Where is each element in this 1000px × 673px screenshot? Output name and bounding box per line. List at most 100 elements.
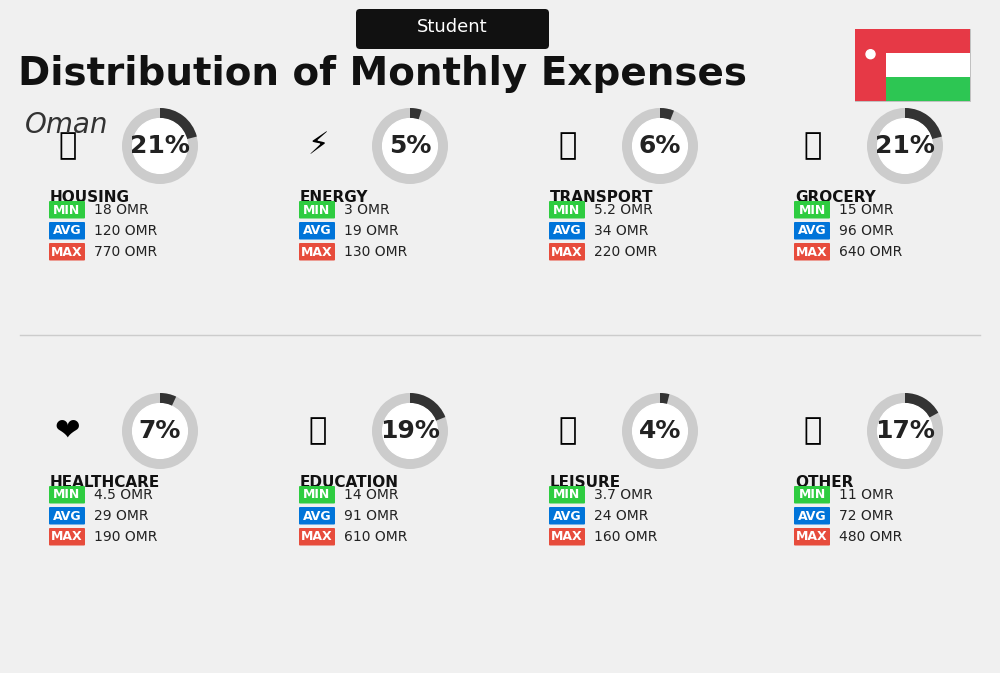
Text: 21%: 21% <box>130 134 190 158</box>
Text: MAX: MAX <box>301 246 333 258</box>
Wedge shape <box>410 108 422 120</box>
Wedge shape <box>160 108 197 139</box>
Text: MIN: MIN <box>553 203 581 217</box>
Text: AVG: AVG <box>553 509 581 522</box>
Text: ⚡: ⚡ <box>307 131 329 160</box>
Text: MAX: MAX <box>796 530 828 544</box>
Wedge shape <box>410 393 445 421</box>
Text: EDUCATION: EDUCATION <box>300 475 399 490</box>
Text: 🚌: 🚌 <box>559 131 577 160</box>
Text: MAX: MAX <box>301 530 333 544</box>
Text: 11 OMR: 11 OMR <box>839 488 894 502</box>
FancyBboxPatch shape <box>794 486 830 503</box>
Text: 480 OMR: 480 OMR <box>839 530 902 544</box>
Text: 4.5 OMR: 4.5 OMR <box>94 488 153 502</box>
Circle shape <box>133 404 187 458</box>
Bar <box>855 29 886 101</box>
Text: AVG: AVG <box>303 225 331 238</box>
Text: MAX: MAX <box>551 246 583 258</box>
Text: 5.2 OMR: 5.2 OMR <box>594 203 653 217</box>
FancyBboxPatch shape <box>49 507 85 524</box>
Circle shape <box>866 50 875 59</box>
Wedge shape <box>905 393 938 418</box>
Bar <box>855 77 970 101</box>
Circle shape <box>878 118 932 174</box>
FancyBboxPatch shape <box>356 9 549 49</box>
Wedge shape <box>160 393 176 406</box>
Text: AVG: AVG <box>798 225 826 238</box>
FancyBboxPatch shape <box>49 528 85 546</box>
Text: 🛒: 🛒 <box>804 131 822 160</box>
Text: 5%: 5% <box>389 134 431 158</box>
Text: 190 OMR: 190 OMR <box>94 530 157 544</box>
Wedge shape <box>122 108 198 184</box>
Circle shape <box>133 118 187 174</box>
Text: 15 OMR: 15 OMR <box>839 203 894 217</box>
FancyBboxPatch shape <box>299 507 335 524</box>
FancyBboxPatch shape <box>49 243 85 260</box>
Text: MIN: MIN <box>53 489 81 501</box>
Circle shape <box>383 118 437 174</box>
Wedge shape <box>867 108 943 184</box>
Text: MIN: MIN <box>553 489 581 501</box>
Circle shape <box>383 404 437 458</box>
Text: 18 OMR: 18 OMR <box>94 203 149 217</box>
FancyBboxPatch shape <box>794 507 830 524</box>
FancyBboxPatch shape <box>549 222 585 240</box>
Text: OTHER: OTHER <box>795 475 853 490</box>
Text: AVG: AVG <box>53 225 81 238</box>
Text: 29 OMR: 29 OMR <box>94 509 148 523</box>
Circle shape <box>633 118 687 174</box>
FancyBboxPatch shape <box>299 222 335 240</box>
Text: 14 OMR: 14 OMR <box>344 488 398 502</box>
Wedge shape <box>905 108 942 139</box>
Text: LEISURE: LEISURE <box>550 475 621 490</box>
FancyBboxPatch shape <box>855 29 970 101</box>
FancyBboxPatch shape <box>49 222 85 240</box>
Text: 🛍️: 🛍️ <box>559 417 577 446</box>
Text: 21%: 21% <box>875 134 935 158</box>
Text: 6%: 6% <box>639 134 681 158</box>
Text: 610 OMR: 610 OMR <box>344 530 407 544</box>
Wedge shape <box>660 393 669 404</box>
Text: AVG: AVG <box>553 225 581 238</box>
Text: 3.7 OMR: 3.7 OMR <box>594 488 653 502</box>
Text: 640 OMR: 640 OMR <box>839 245 902 259</box>
FancyBboxPatch shape <box>49 486 85 503</box>
Text: MAX: MAX <box>796 246 828 258</box>
Text: 34 OMR: 34 OMR <box>594 224 648 238</box>
Text: 19%: 19% <box>380 419 440 443</box>
Wedge shape <box>660 108 674 120</box>
Text: 19 OMR: 19 OMR <box>344 224 399 238</box>
Text: HEALTHCARE: HEALTHCARE <box>50 475 160 490</box>
Circle shape <box>633 404 687 458</box>
Text: 4%: 4% <box>639 419 681 443</box>
Bar <box>855 29 970 52</box>
Text: TRANSPORT: TRANSPORT <box>550 190 654 205</box>
FancyBboxPatch shape <box>549 243 585 260</box>
Wedge shape <box>622 393 698 469</box>
Text: GROCERY: GROCERY <box>795 190 876 205</box>
Text: Student: Student <box>417 18 487 36</box>
Text: 120 OMR: 120 OMR <box>94 224 157 238</box>
Text: 160 OMR: 160 OMR <box>594 530 657 544</box>
FancyBboxPatch shape <box>549 507 585 524</box>
FancyBboxPatch shape <box>794 243 830 260</box>
FancyBboxPatch shape <box>299 243 335 260</box>
Text: 7%: 7% <box>139 419 181 443</box>
Text: 🏢: 🏢 <box>59 131 77 160</box>
Text: 17%: 17% <box>875 419 935 443</box>
Text: MIN: MIN <box>303 489 331 501</box>
Wedge shape <box>372 393 448 469</box>
FancyBboxPatch shape <box>794 222 830 240</box>
Text: ENERGY: ENERGY <box>300 190 368 205</box>
Text: MIN: MIN <box>303 203 331 217</box>
FancyBboxPatch shape <box>549 201 585 219</box>
Text: MIN: MIN <box>53 203 81 217</box>
FancyBboxPatch shape <box>299 201 335 219</box>
FancyBboxPatch shape <box>549 528 585 546</box>
Text: AVG: AVG <box>53 509 81 522</box>
Text: 🎓: 🎓 <box>309 417 327 446</box>
Text: 220 OMR: 220 OMR <box>594 245 657 259</box>
Text: 24 OMR: 24 OMR <box>594 509 648 523</box>
